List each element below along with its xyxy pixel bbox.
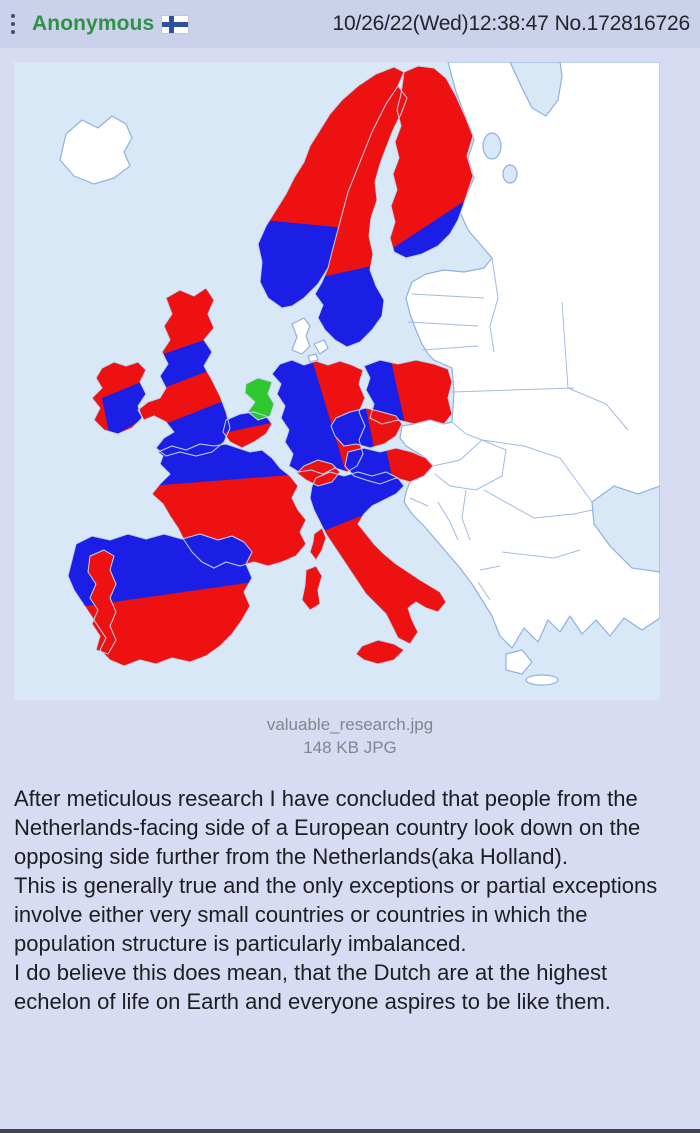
poster-name: Anonymous <box>32 12 155 35</box>
black-sea <box>591 485 660 573</box>
lake-onega <box>502 164 518 184</box>
image-caption: valuable_research.jpg 148 KB JPG <box>0 713 700 759</box>
colored-outlines <box>67 65 474 667</box>
country-denmark <box>291 317 311 355</box>
overflow-menu-icon[interactable] <box>9 10 17 38</box>
white-sea <box>509 62 563 117</box>
lake-ladoga <box>482 132 502 160</box>
finland-flag-icon <box>162 15 189 33</box>
island-sardinia <box>301 565 323 611</box>
inland-seas <box>482 62 660 573</box>
post-header: Anonymous 10/26/22(Wed)12:38:47 No.17281… <box>0 0 700 48</box>
country-ireland <box>92 362 146 434</box>
bottom-divider <box>0 1129 700 1133</box>
island-corsica <box>309 527 327 561</box>
europe-map-svg <box>14 62 660 700</box>
denmark-islands <box>307 339 329 363</box>
island-sicily <box>355 639 405 665</box>
country-iceland <box>59 115 133 185</box>
post-image-thumbnail[interactable] <box>14 62 660 700</box>
post-meta: 10/26/22(Wed)12:38:47 No.172816726 <box>332 12 691 36</box>
image-filename[interactable]: valuable_research.jpg <box>266 715 434 734</box>
post-number[interactable]: No.172816726 <box>554 12 691 35</box>
post-datetime: 10/26/22(Wed)12:38:47 <box>332 12 549 35</box>
post-comment: After meticulous research I have conclud… <box>14 786 658 1014</box>
peloponnese <box>505 649 533 675</box>
country-poland <box>364 360 452 424</box>
country-portugal <box>87 549 117 655</box>
image-filesize: 148 KB JPG <box>303 738 397 757</box>
crete <box>525 674 559 686</box>
country-netherlands <box>244 377 275 421</box>
eastern-borders <box>407 257 629 601</box>
solid-colored <box>87 377 405 665</box>
